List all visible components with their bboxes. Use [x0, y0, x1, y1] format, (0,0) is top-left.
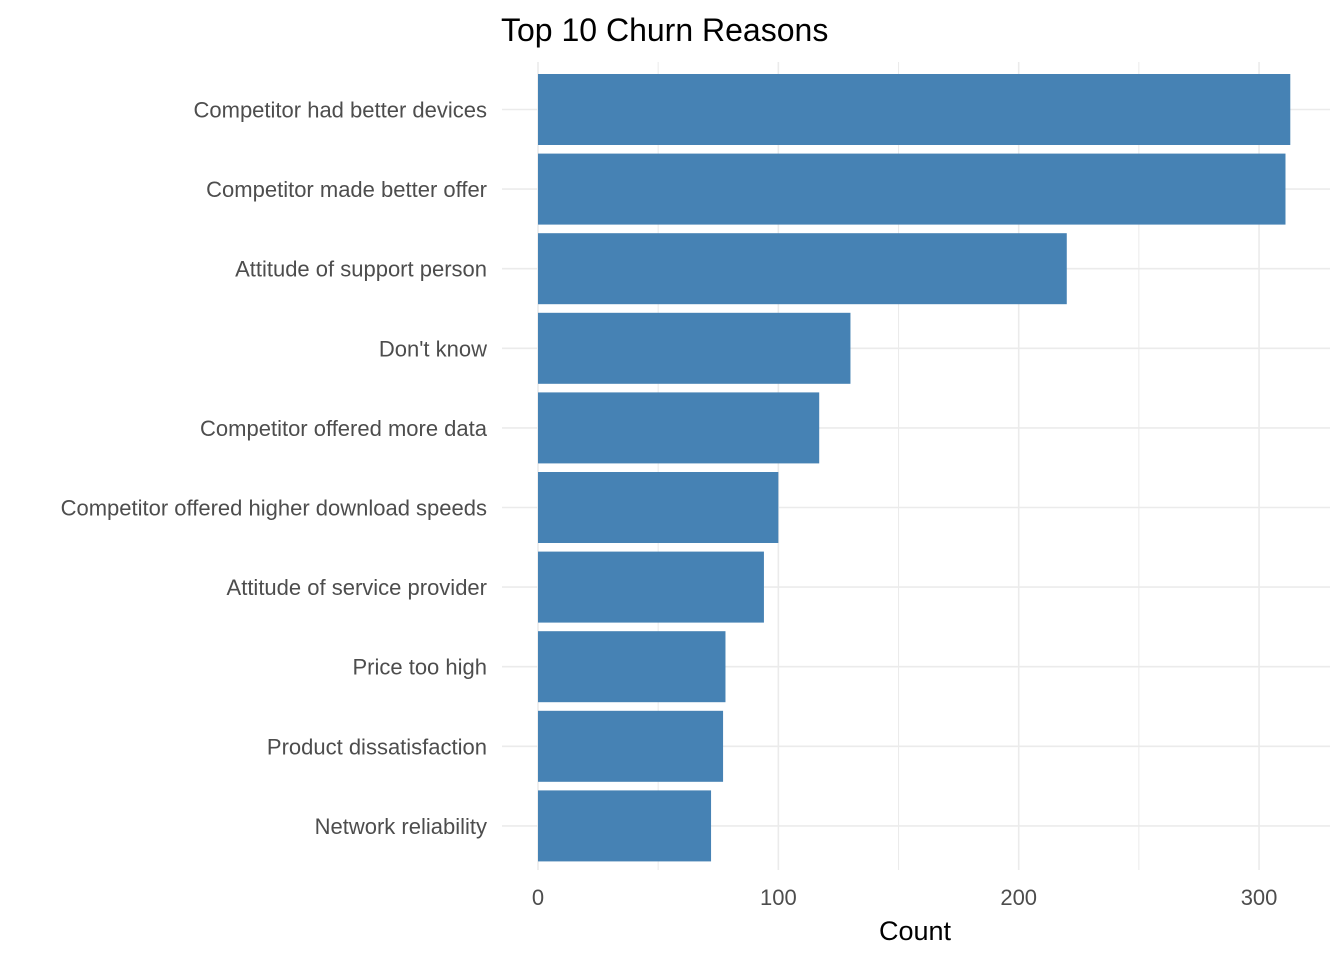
- y-axis-labels: Competitor had better devices Competitor …: [61, 98, 488, 839]
- x-axis-title: Count: [879, 916, 952, 946]
- bar: [538, 631, 726, 703]
- y-tick-label: Competitor had better devices: [194, 98, 488, 123]
- y-tick-label: Competitor made better offer: [206, 177, 487, 202]
- bars-group: [538, 74, 1291, 862]
- y-tick-label: Don't know: [379, 336, 487, 361]
- y-tick-label: Price too high: [352, 655, 487, 680]
- bar: [538, 472, 779, 543]
- chart-title: Top 10 Churn Reasons: [501, 12, 828, 48]
- x-tick-label: 300: [1241, 885, 1278, 910]
- x-axis-labels: 0 100 200 300: [532, 885, 1278, 910]
- y-tick-label: Product dissatisfaction: [267, 734, 487, 759]
- bar: [538, 392, 820, 464]
- y-tick-label: Attitude of support person: [235, 257, 487, 282]
- bar: [538, 312, 851, 384]
- bar: [538, 551, 764, 623]
- x-tick-label: 200: [1000, 885, 1037, 910]
- bar: [538, 74, 1291, 145]
- x-tick-label: 100: [760, 885, 797, 910]
- y-tick-label: Attitude of service provider: [227, 575, 487, 600]
- bar: [538, 233, 1067, 305]
- bar: [538, 790, 712, 862]
- bar: [538, 153, 1286, 225]
- bar: [538, 710, 724, 782]
- y-tick-label: Competitor offered more data: [200, 416, 488, 441]
- x-tick-label: 0: [532, 885, 544, 910]
- y-tick-label: Network reliability: [315, 814, 487, 839]
- y-tick-label: Competitor offered higher download speed…: [61, 496, 487, 521]
